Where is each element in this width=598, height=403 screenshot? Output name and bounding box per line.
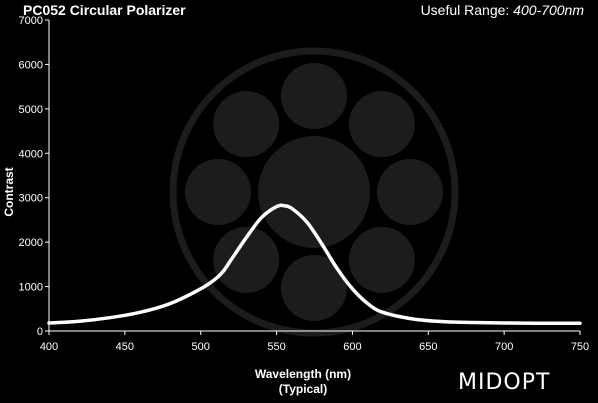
x-tick-label: 700 xyxy=(495,341,513,353)
chart-axes xyxy=(48,20,580,332)
watermark-disc xyxy=(281,255,347,321)
x-tick-label: 750 xyxy=(571,341,589,353)
y-ticks: 0 1000 2000 3000 4000 5000 6000 7000 xyxy=(19,15,49,338)
x-tick-label: 450 xyxy=(116,341,134,353)
watermark-disc xyxy=(377,159,443,225)
x-tick-label: 600 xyxy=(343,341,361,353)
useful-range-value: 400-700nm xyxy=(513,2,584,18)
x-axis-sublabel: (Typical) xyxy=(279,382,327,396)
watermark-disc xyxy=(348,226,415,293)
logo-watermark xyxy=(169,47,459,337)
y-tick-label: 5000 xyxy=(19,104,43,116)
series-lines xyxy=(47,203,582,325)
y-tick-label: 4000 xyxy=(19,148,43,160)
x-axis-label: Wavelength (nm) xyxy=(255,367,351,381)
useful-range-label: Useful Range: xyxy=(420,2,514,18)
contrast-series-line xyxy=(47,203,582,325)
watermark-disc xyxy=(348,91,415,158)
useful-range: Useful Range: 400-700nm xyxy=(421,2,584,18)
x-tick-label: 550 xyxy=(267,341,285,353)
y-tick-label: 0 xyxy=(37,326,43,338)
watermark-disc xyxy=(213,91,280,158)
y-tick-label: 1000 xyxy=(19,282,43,294)
x-ticks: 400 450 500 550 600 650 700 750 xyxy=(40,331,589,353)
y-tick-label: 7000 xyxy=(19,15,43,27)
watermark-disc xyxy=(185,159,251,225)
midopt-logo: MIDOPT xyxy=(458,370,551,395)
watermark-disc xyxy=(281,63,347,129)
x-tick-label: 500 xyxy=(192,341,210,353)
x-tick-label: 650 xyxy=(419,341,437,353)
y-axis-label: Contrast xyxy=(2,167,16,216)
watermark-ring xyxy=(169,47,459,337)
y-tick-label: 6000 xyxy=(19,59,43,71)
chart-title: PC052 Circular Polarizer xyxy=(23,2,186,18)
watermark-center-disc xyxy=(258,136,370,248)
y-tick-label: 3000 xyxy=(19,193,43,205)
y-tick-label: 2000 xyxy=(19,237,43,249)
watermark-disc xyxy=(213,226,280,293)
x-tick-label: 400 xyxy=(40,341,58,353)
